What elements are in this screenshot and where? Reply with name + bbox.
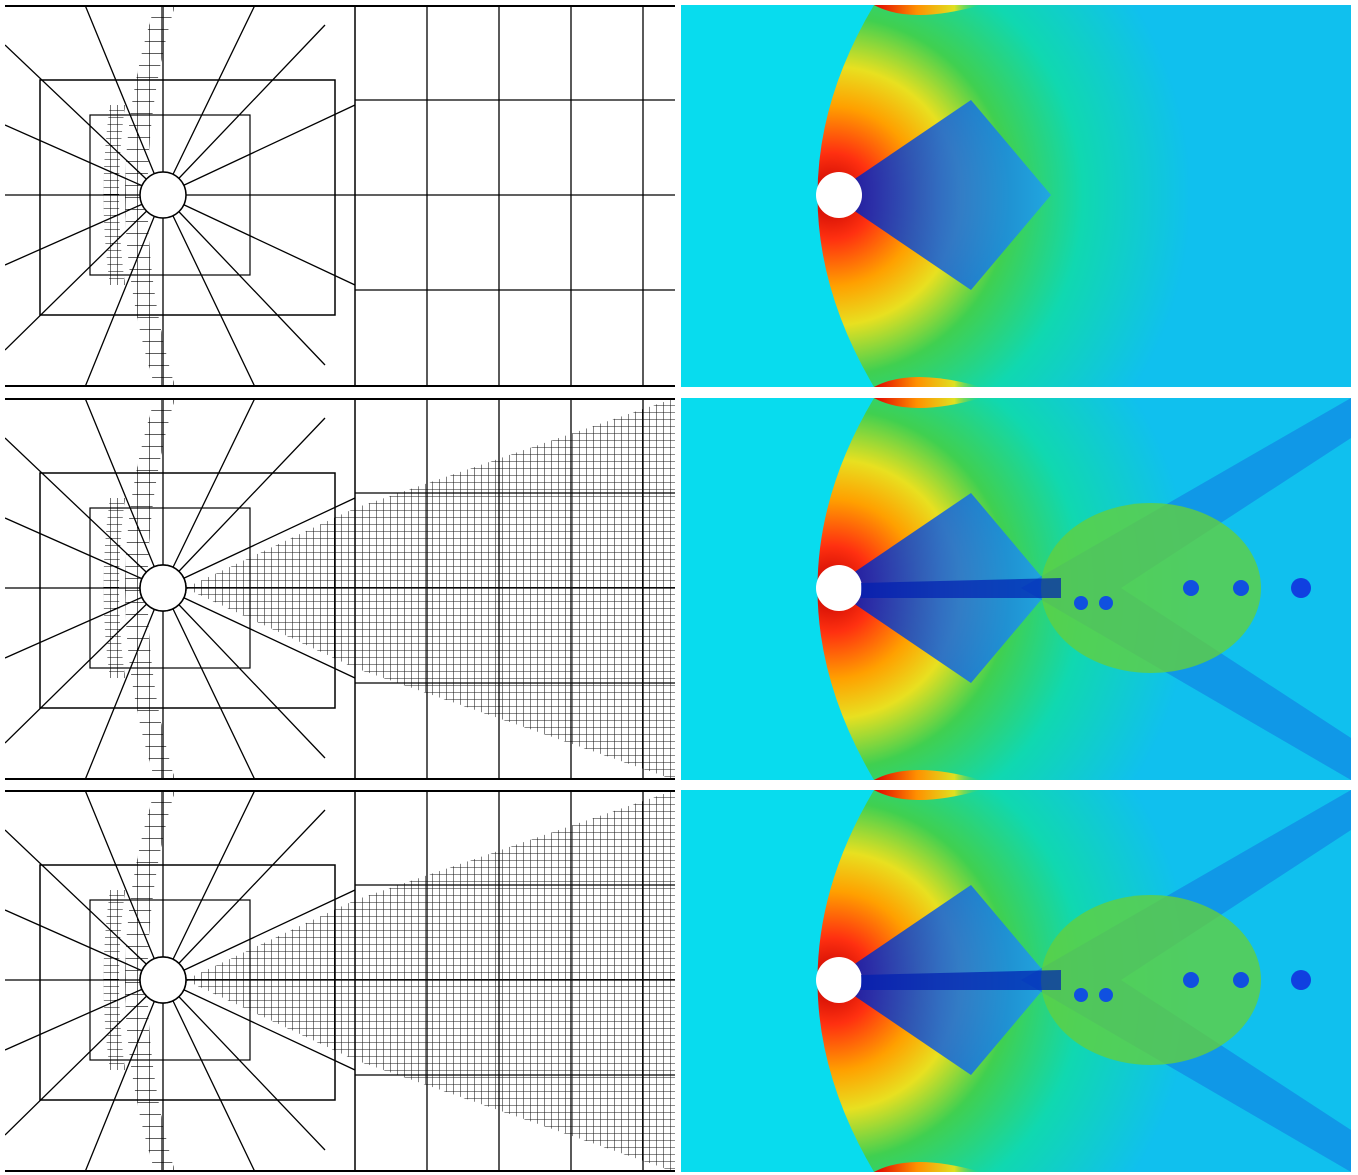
mesh-refinement — [139, 790, 675, 1172]
mesh-refinement — [139, 398, 675, 780]
mesh-panel — [5, 5, 675, 387]
flow-panel — [681, 5, 1351, 387]
